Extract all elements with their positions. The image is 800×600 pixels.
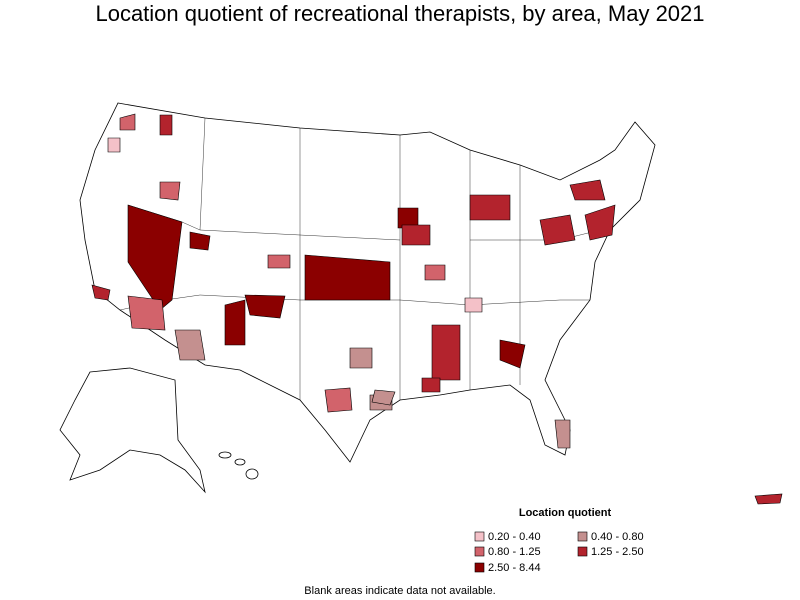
area [464,297,483,313]
legend-swatch [577,531,588,542]
area [189,231,211,251]
area [539,214,576,246]
hawaii [245,468,259,480]
legend-swatch [474,546,485,557]
legend-label: 1.25 - 2.50 [591,546,644,558]
alaska [59,367,206,494]
area [499,339,526,369]
footnote: Blank areas indicate data not available. [304,585,495,597]
area [554,419,571,449]
area [159,181,181,201]
area [424,264,446,281]
area [421,377,441,393]
area [267,254,291,269]
area [584,204,616,241]
area [569,179,606,201]
legend-swatch [474,531,485,542]
area [119,113,136,131]
area [324,387,353,413]
legend-swatch [577,546,588,557]
legend-label: 0.20 - 0.40 [488,531,541,543]
title: Location quotient of recreational therap… [95,1,704,26]
area [224,299,246,346]
area [107,137,121,153]
legend-label: 2.50 - 8.44 [488,562,541,574]
area [159,114,173,136]
area [349,347,373,369]
area [401,224,431,246]
area [371,389,396,406]
area [127,295,166,331]
area [431,324,461,381]
legend-swatch [474,562,485,573]
legend-label: 0.40 - 0.80 [591,531,644,543]
area [244,294,286,319]
area [754,493,783,505]
area [304,254,391,301]
area [174,329,206,361]
map [59,102,783,505]
area [91,284,111,301]
legend-title: Location quotient [519,507,612,519]
hawaii [218,451,232,459]
hawaii [234,458,246,466]
area [469,194,511,221]
area [127,204,183,311]
legend-label: 0.80 - 1.25 [488,546,541,558]
legend: 0.20 - 0.40 0.40 - 0.80 0.80 - 1.25 1.25 - … [474,531,644,574]
